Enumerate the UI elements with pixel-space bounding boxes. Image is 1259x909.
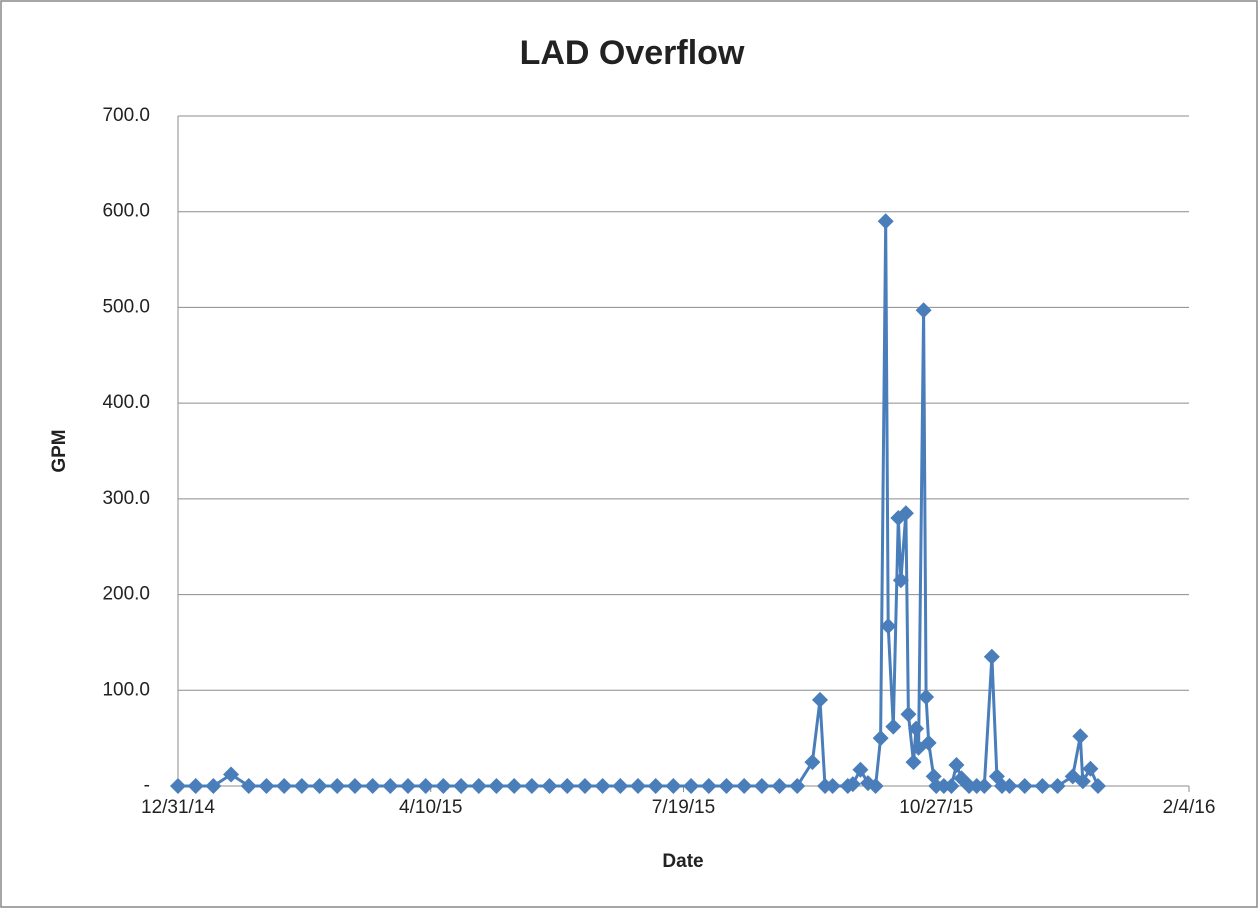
y-tick-label: 500.0	[102, 296, 150, 317]
x-tick-label: 2/4/16	[1163, 797, 1216, 818]
data-point	[647, 778, 664, 794]
data-point	[364, 778, 381, 794]
data-point	[470, 778, 487, 794]
data-point	[683, 778, 700, 794]
data-point	[753, 778, 770, 794]
data-point	[276, 778, 293, 794]
data-point	[594, 778, 611, 794]
y-axis-title: GPM	[49, 429, 70, 472]
data-point	[1049, 778, 1066, 794]
data-point	[700, 778, 717, 794]
data-point	[170, 778, 186, 794]
data-point	[630, 778, 647, 794]
data-point	[205, 778, 222, 794]
data-point	[915, 302, 932, 319]
data-point	[329, 778, 346, 794]
data-point	[400, 778, 417, 794]
data-point	[258, 778, 275, 794]
data-point	[1016, 778, 1033, 794]
data-point	[900, 706, 917, 723]
data-point	[1034, 778, 1051, 794]
data-point	[382, 778, 399, 794]
y-tick-label: 200.0	[102, 584, 150, 605]
data-point	[897, 505, 914, 522]
data-point	[576, 778, 593, 794]
data-point	[311, 778, 328, 794]
data-point	[811, 691, 828, 708]
data-point	[488, 778, 505, 794]
data-point	[943, 778, 960, 794]
x-tick-label: 10/27/15	[899, 797, 973, 818]
data-point	[880, 618, 897, 635]
data-point	[908, 720, 925, 737]
y-tick-label: 400.0	[102, 392, 150, 413]
data-point	[1072, 728, 1089, 745]
data-point	[885, 718, 902, 735]
data-point	[1090, 778, 1107, 794]
data-point	[905, 754, 922, 771]
data-point	[187, 778, 204, 794]
data-point	[976, 778, 993, 794]
y-tick-label: 600.0	[102, 201, 150, 222]
x-tick-label: 4/10/15	[399, 797, 462, 818]
data-point	[506, 778, 523, 794]
data-point	[612, 778, 629, 794]
x-tick-label: 7/19/15	[652, 797, 715, 818]
x-axis-title: Date	[662, 851, 703, 872]
y-tick-label: -	[144, 775, 150, 796]
data-point	[804, 754, 821, 771]
data-point	[844, 776, 861, 793]
data-point	[983, 648, 1000, 665]
data-point	[771, 778, 788, 794]
data-point	[523, 778, 540, 794]
data-point	[223, 766, 240, 783]
y-tick-label: 100.0	[102, 679, 150, 700]
y-tick-label: 300.0	[102, 488, 150, 509]
data-point	[1082, 760, 1099, 777]
data-point	[824, 778, 841, 794]
data-point	[240, 778, 257, 794]
data-point	[435, 778, 452, 794]
data-point	[852, 761, 869, 778]
data-point	[877, 213, 894, 230]
data-point	[559, 778, 576, 794]
data-point	[789, 778, 806, 794]
data-point	[417, 778, 434, 794]
data-point	[293, 778, 310, 794]
data-point	[665, 778, 682, 794]
chart-title: LAD Overflow	[520, 34, 745, 72]
data-point	[867, 778, 884, 794]
data-point	[718, 778, 735, 794]
x-tick-label: 12/31/14	[141, 797, 215, 818]
data-point	[541, 778, 558, 794]
data-point	[892, 572, 909, 589]
data-point	[948, 756, 965, 773]
y-tick-label: 700.0	[102, 105, 150, 126]
data-point	[736, 778, 753, 794]
data-point	[1001, 778, 1018, 794]
data-point	[1074, 773, 1091, 790]
data-point	[918, 688, 935, 705]
data-point	[453, 778, 470, 794]
data-point	[872, 730, 889, 747]
data-point	[920, 734, 937, 751]
data-point	[346, 778, 363, 794]
